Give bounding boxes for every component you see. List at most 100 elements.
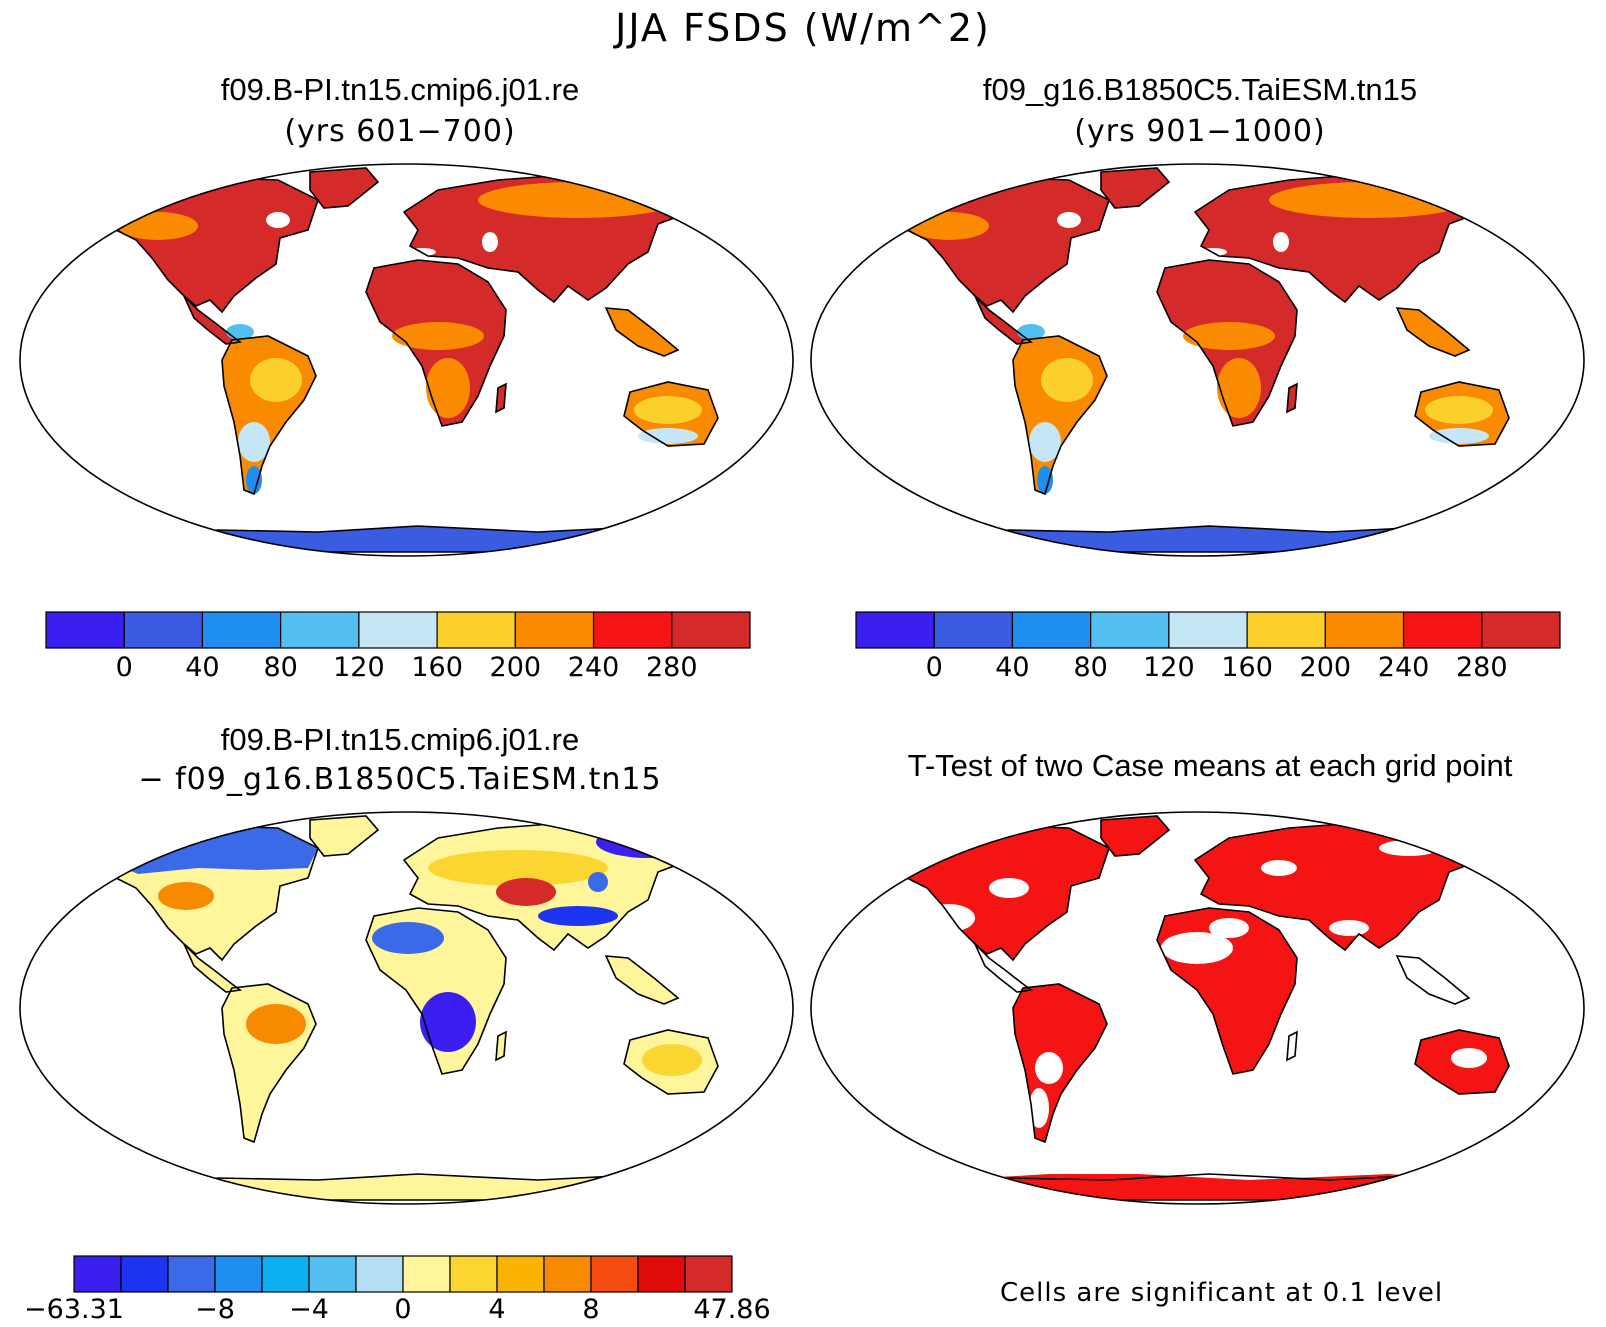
region-patch: [1429, 428, 1489, 444]
map-border: [19, 163, 794, 557]
panel-3-title: f09.B-PI.tn15.cmip6.j01.re: [220, 722, 580, 757]
colorbar-swatch: [684, 1255, 733, 1293]
landmass-antarctica: [905, 526, 1509, 552]
coastline-seAsia: [604, 955, 680, 1005]
colorbar-swatch: [1402, 611, 1483, 649]
non-significant-gap: [923, 904, 975, 932]
colorbar-swatch: [1090, 611, 1170, 649]
coastline-greenland: [1100, 815, 1171, 857]
non-significant-gap: [1379, 840, 1439, 856]
colorbar-tick-label: 80: [1073, 652, 1108, 683]
region-patch: [1057, 212, 1081, 228]
panel-2-title: f09_g16.B1850C5.TaiESM.tn15: [982, 72, 1418, 107]
colorbar-swatch: [436, 611, 516, 649]
region-patch: [1425, 396, 1493, 424]
coastline-antarctica: [113, 525, 720, 553]
coastline-southAmerica: [221, 335, 317, 496]
landmass-seAsia: [606, 956, 678, 1004]
non-significant-gap: [1161, 932, 1233, 964]
colorbar-tick-label: 160: [411, 652, 463, 683]
region-patch: [246, 1004, 306, 1044]
colorbar-tick-label: 200: [489, 652, 542, 683]
region-patch: [1273, 232, 1289, 252]
coastline-centralAmerica: [974, 943, 1034, 993]
colorbar-swatch: [514, 611, 595, 649]
region-patch: [1037, 466, 1053, 494]
colorbar-swatch: [201, 611, 282, 649]
region-patch: [1029, 422, 1061, 462]
region-patch: [266, 212, 290, 228]
colorbar-swatch: [496, 1255, 545, 1293]
coastline-northAmerica: [104, 825, 319, 962]
region-patch: [420, 992, 476, 1052]
region-patch: [426, 358, 470, 418]
coastline-southAmerica: [221, 983, 317, 1144]
colorbar-tick-label: 40: [995, 652, 1030, 683]
colorbar-swatch: [1324, 611, 1405, 649]
coastline-antarctica: [113, 1173, 720, 1201]
colorbar-swatch: [1246, 611, 1326, 649]
colorbar-tick-label: 8: [582, 1294, 600, 1325]
coastline-northAmerica: [895, 177, 1110, 314]
colorbar-swatch: [261, 1255, 310, 1293]
colorbar-panel-2-labels: 0 40 80 120 160 200 240 280: [856, 652, 1560, 686]
panel-1-title: f09.B-PI.tn15.cmip6.j01.re: [220, 72, 580, 107]
colorbar-swatch: [123, 611, 204, 649]
colorbar-swatch: [1011, 611, 1092, 649]
coastline-madagascar: [1286, 382, 1298, 414]
region-patch: [372, 922, 444, 954]
colorbar-tick-label: 0: [394, 1294, 412, 1325]
region-patch: [246, 466, 262, 494]
coastline-greenland: [309, 815, 380, 857]
figure-title: JJA FSDS (W/m^2): [615, 6, 991, 50]
map-panel-3: [19, 811, 794, 1205]
colorbar-swatch: [45, 611, 125, 649]
region-patch: [428, 850, 608, 886]
colorbar-swatch: [167, 1255, 216, 1293]
region-patch: [538, 906, 618, 926]
coastline-africa: [1156, 259, 1298, 427]
colorbar-swatch: [855, 611, 935, 649]
colorbar-swatch: [355, 1255, 404, 1293]
colorbar-tick-label: 0: [925, 652, 943, 683]
coastline-australia: [1414, 1029, 1510, 1095]
colorbar-tick-label: 0: [115, 652, 133, 683]
coastline-centralAmerica: [974, 295, 1034, 345]
coastline-centralAmerica: [183, 943, 243, 993]
significance-note: Cells are significant at 0.1 level: [1000, 1278, 1444, 1308]
landmass-antarctica: [114, 1174, 718, 1200]
colorbar-swatch: [1481, 611, 1561, 649]
coastline-greenland: [309, 167, 380, 209]
colorbar-swatch: [449, 1255, 498, 1293]
colorbar-swatch: [214, 1255, 263, 1293]
panel-2-subtitle: (yrs 901−1000): [1074, 114, 1326, 149]
colorbar-tick-label: 240: [567, 652, 620, 683]
region-patch: [478, 182, 678, 218]
map-panel-1: [19, 163, 794, 557]
map-panel-2: [810, 163, 1585, 557]
region-patch: [638, 428, 698, 444]
region-patch: [634, 396, 702, 424]
significant-region: [1101, 816, 1169, 856]
non-significant-gap: [1209, 918, 1249, 938]
coastline-seAsia: [1395, 955, 1471, 1005]
landmass-antarctica: [114, 526, 718, 552]
colorbar-swatch: [280, 611, 360, 649]
colorbar-swatch: [933, 611, 1014, 649]
landmass-seAsia: [1397, 308, 1469, 356]
colorbar-tick-label: 47.86: [693, 1294, 771, 1325]
colorbar-swatch: [120, 1255, 169, 1293]
colorbar-tick-label: 40: [185, 652, 220, 683]
colorbar-tick-label: 200: [1299, 652, 1352, 683]
colorbar-tick-label: 240: [1377, 652, 1430, 683]
colorbar-tick-label: 80: [263, 652, 298, 683]
colorbar-swatch: [671, 611, 751, 649]
coastline-centralAmerica: [183, 295, 243, 345]
colorbar-tick-label: 280: [1455, 652, 1508, 683]
coastline-africa: [365, 259, 507, 427]
coastline-antarctica: [904, 525, 1511, 553]
coastline-northAmerica: [104, 177, 319, 314]
colorbar-panel-2: [855, 611, 1561, 649]
region-patch: [158, 882, 214, 910]
colorbar-swatch: [402, 1255, 451, 1293]
